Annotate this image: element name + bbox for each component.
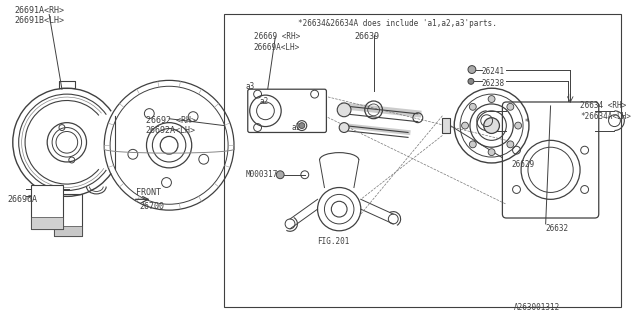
Circle shape [461, 122, 468, 129]
Circle shape [469, 103, 476, 110]
Text: 26632: 26632 [546, 224, 569, 233]
Text: a3: a3 [246, 82, 255, 91]
Text: A263001312: A263001312 [514, 303, 561, 312]
Circle shape [515, 122, 522, 129]
Polygon shape [442, 118, 451, 133]
Circle shape [469, 141, 476, 148]
Circle shape [468, 66, 476, 74]
Circle shape [299, 123, 305, 129]
Text: 26639: 26639 [354, 32, 379, 41]
Polygon shape [54, 195, 82, 236]
Polygon shape [31, 217, 63, 229]
Text: 26692 <RH>
26692A<LH>: 26692 <RH> 26692A<LH> [145, 116, 195, 135]
FancyBboxPatch shape [502, 102, 599, 218]
Text: FIG.201: FIG.201 [317, 237, 350, 246]
Text: 26691A<RH>
26691B<LH>: 26691A<RH> 26691B<LH> [15, 6, 65, 25]
Text: 26241: 26241 [482, 67, 505, 76]
Text: M000317: M000317 [246, 170, 278, 179]
Text: *: * [525, 118, 529, 127]
Text: *26634&26634A does include 'a1,a2,a3'parts.: *26634&26634A does include 'a1,a2,a3'par… [298, 20, 497, 28]
Circle shape [337, 103, 351, 117]
Circle shape [488, 96, 495, 102]
Circle shape [484, 118, 499, 133]
Circle shape [488, 149, 495, 156]
FancyBboxPatch shape [0, 3, 629, 317]
Text: a2: a2 [260, 97, 269, 106]
Text: 26629: 26629 [511, 160, 534, 169]
Text: 26238: 26238 [482, 79, 505, 88]
Circle shape [507, 141, 514, 148]
Circle shape [339, 123, 349, 132]
Circle shape [507, 103, 514, 110]
Text: 26700: 26700 [140, 202, 165, 211]
Text: a1: a1 [292, 124, 301, 132]
Text: 26669 <RH>
26669A<LH>: 26669 <RH> 26669A<LH> [253, 32, 300, 52]
FancyBboxPatch shape [224, 14, 621, 308]
Polygon shape [54, 226, 82, 236]
Text: FRONT: FRONT [136, 188, 161, 197]
Text: 26696A: 26696A [8, 195, 38, 204]
Circle shape [276, 171, 284, 179]
FancyBboxPatch shape [248, 89, 326, 132]
Circle shape [468, 78, 474, 84]
Text: 26634 <RH>
*26634A<LH>: 26634 <RH> *26634A<LH> [580, 101, 631, 121]
Polygon shape [31, 185, 63, 229]
